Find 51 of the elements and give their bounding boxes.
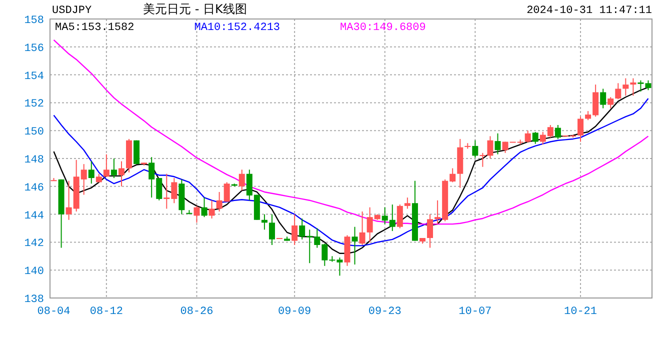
candlestick: [622, 78, 629, 96]
y-tick-label: 148: [24, 154, 44, 166]
text: MA10:152.4213: [194, 22, 280, 34]
candlestick: [118, 160, 124, 187]
x-tick-label: 10-21: [564, 306, 598, 318]
candlestick: [201, 197, 208, 218]
candlestick: [427, 214, 434, 248]
candlestick: [110, 158, 117, 179]
candlestick: [524, 130, 531, 143]
text: MA30:149.6809: [340, 22, 426, 34]
y-tick-label: 150: [24, 126, 44, 139]
candlestick: [532, 131, 538, 144]
candlestick: [600, 88, 606, 109]
text: USDJPY: [52, 5, 92, 17]
candlestick: [194, 205, 200, 224]
x-tick-label: 08-26: [180, 306, 214, 318]
candlestick: [615, 82, 622, 100]
candlestick: [103, 154, 110, 178]
x-tick-label: 10-07: [458, 306, 492, 318]
candlestick: [494, 132, 501, 155]
candlestick: [88, 160, 94, 184]
x-tick-label: 09-23: [368, 306, 402, 318]
candlestick: [208, 200, 215, 219]
candlestick: [261, 214, 268, 230]
candlestick: [238, 169, 245, 192]
candlestick: [554, 124, 561, 140]
x-tick-label: 09-09: [278, 306, 312, 318]
candlestick: [352, 226, 358, 266]
y-tick-label: 144: [24, 210, 44, 222]
candlestick: [404, 197, 410, 210]
y-tick-label: 138: [24, 294, 44, 306]
candlestick: [608, 96, 614, 109]
y-tick-label: 146: [24, 182, 44, 194]
candlestick: [359, 211, 366, 246]
text: 2024-10-31 11:47:11: [526, 5, 652, 17]
y-tick-label: 152: [24, 98, 44, 111]
y-tick-label: 154: [24, 70, 44, 83]
candlestick: [472, 140, 478, 158]
candlestick: [268, 214, 275, 246]
candlestick: [578, 116, 584, 142]
y-tick-label: 140: [24, 266, 44, 278]
text: MA5:153.1582: [55, 22, 134, 34]
y-tick-label: 142: [24, 238, 44, 250]
x-tick-label: 08-04: [37, 306, 71, 318]
candlestick: [396, 204, 403, 229]
candlestick: [630, 78, 636, 96]
y-tick-label: 158: [24, 15, 44, 27]
x-tick-label: 08-12: [90, 306, 123, 318]
y-tick-label: 156: [24, 42, 44, 55]
candlestick: [292, 214, 298, 246]
chart-title: 美元日元 - 日K线图: [143, 2, 247, 16]
